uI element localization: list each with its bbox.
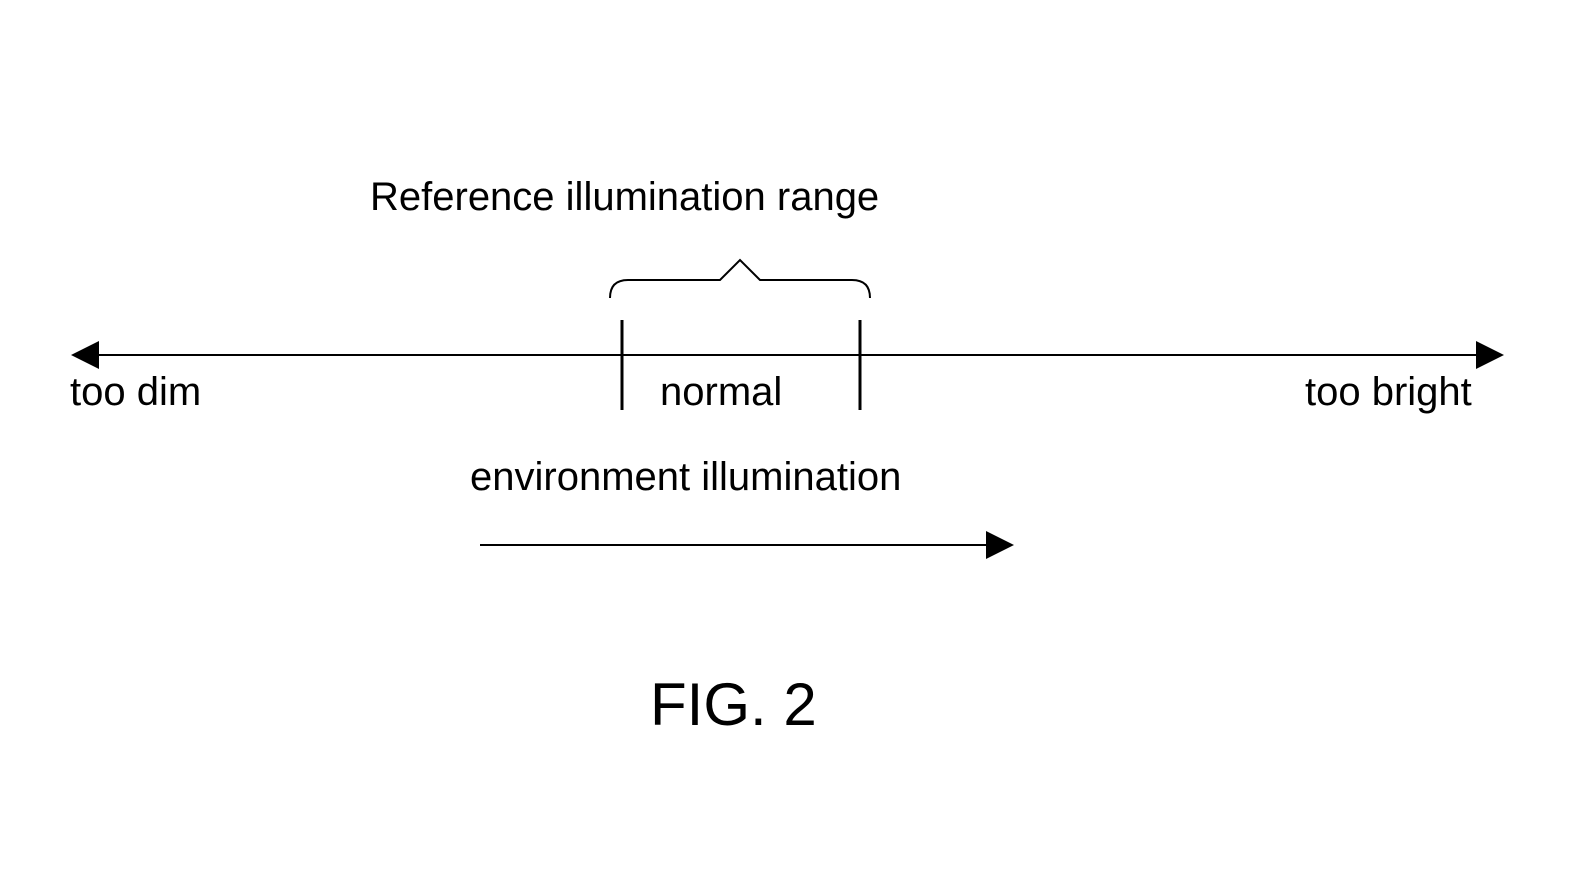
- center-label: normal: [660, 370, 782, 415]
- axis-label: environment illumination: [470, 455, 901, 500]
- figure-label: FIG. 2: [650, 670, 817, 739]
- right-label: too bright: [1305, 370, 1472, 415]
- title-label: Reference illumination range: [370, 175, 879, 220]
- brace: [610, 260, 870, 298]
- illumination-diagram: Reference illumination range too dim too…: [0, 0, 1571, 881]
- left-label: too dim: [70, 370, 201, 415]
- diagram-svg: [0, 0, 1571, 881]
